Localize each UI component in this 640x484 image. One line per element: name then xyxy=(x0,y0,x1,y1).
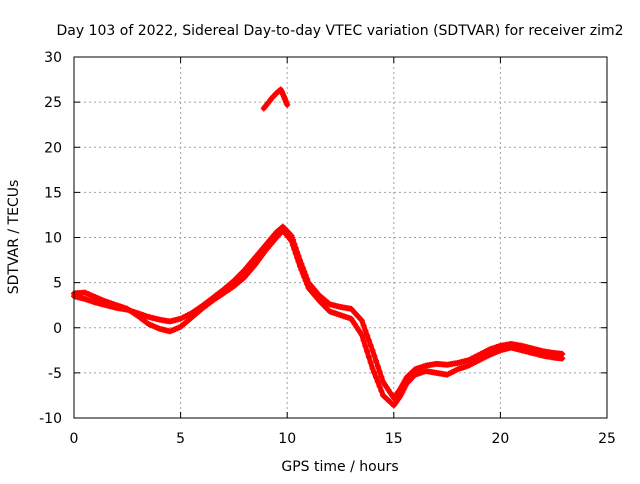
data-point xyxy=(289,242,296,249)
data-point xyxy=(360,322,367,329)
x-tick-label: 5 xyxy=(176,431,185,447)
data-layer xyxy=(71,86,566,409)
y-axis-title: SDTVAR / TECUs xyxy=(6,180,22,295)
data-point xyxy=(378,373,385,380)
data-point xyxy=(371,352,378,359)
data-point xyxy=(358,317,365,324)
data-point xyxy=(373,374,380,381)
data-point xyxy=(374,363,381,370)
data-point xyxy=(369,347,376,354)
x-tick-label: 0 xyxy=(70,431,79,447)
data-point xyxy=(288,238,295,245)
x-tick-label: 20 xyxy=(491,431,509,447)
y-tick-label: 0 xyxy=(53,321,62,337)
data-point xyxy=(369,365,376,372)
data-point xyxy=(295,259,302,266)
data-point xyxy=(358,331,365,338)
data-point xyxy=(301,274,308,281)
data-point xyxy=(362,327,369,334)
x-tick-label: 25 xyxy=(598,431,616,447)
data-point xyxy=(296,263,303,270)
data-point xyxy=(376,383,383,390)
data-point xyxy=(302,277,309,284)
data-point xyxy=(559,355,566,362)
y-tick-label: 5 xyxy=(53,276,62,292)
data-point xyxy=(374,378,381,385)
grid-lines xyxy=(74,57,607,418)
y-tick-label: 10 xyxy=(44,231,62,247)
y-tick-label: 30 xyxy=(44,50,62,66)
data-point xyxy=(284,101,291,108)
data-point xyxy=(360,337,367,344)
data-point xyxy=(362,343,369,350)
data-point xyxy=(365,354,372,361)
data-point xyxy=(365,337,372,344)
chart-title: Day 103 of 2022, Sidereal Day-to-day VTE… xyxy=(57,23,624,39)
data-point xyxy=(364,332,371,339)
data-point xyxy=(376,368,383,375)
data-point xyxy=(299,270,306,277)
data-point xyxy=(378,387,385,394)
data-point xyxy=(292,250,299,257)
y-tick-label: 20 xyxy=(44,140,62,156)
y-tick-label: -10 xyxy=(39,411,62,427)
x-axis-title: GPS time / hours xyxy=(281,459,398,475)
x-tick-label: 10 xyxy=(278,431,296,447)
data-point xyxy=(294,254,301,261)
data-point xyxy=(367,342,374,349)
data-point xyxy=(367,359,374,366)
data-point xyxy=(291,246,298,253)
data-point xyxy=(364,348,371,355)
axis-ticks: 0 5 10 15 20 25 -10 -5 0 5 10 15 20 25 30 xyxy=(39,50,616,447)
y-tick-label: -5 xyxy=(48,366,62,382)
data-point xyxy=(373,357,380,364)
y-tick-label: 25 xyxy=(44,95,62,111)
data-point xyxy=(371,369,378,376)
data-point xyxy=(304,281,311,288)
data-point xyxy=(298,266,305,273)
x-tick-label: 15 xyxy=(385,431,403,447)
y-tick-label: 15 xyxy=(44,185,62,201)
